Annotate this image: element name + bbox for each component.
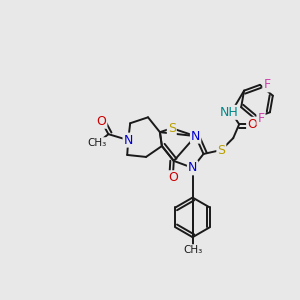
Text: CH₃: CH₃ [183,245,202,255]
Text: O: O [247,118,257,131]
Text: N: N [191,130,200,142]
Text: O: O [97,115,106,128]
Text: N: N [124,134,133,147]
Text: CH₃: CH₃ [88,138,107,148]
Text: S: S [168,122,176,135]
Text: N: N [188,161,197,174]
Text: NH: NH [220,106,239,119]
Text: F: F [257,112,265,124]
Text: S: S [217,143,225,157]
Text: F: F [263,78,270,92]
Text: O: O [168,171,178,184]
